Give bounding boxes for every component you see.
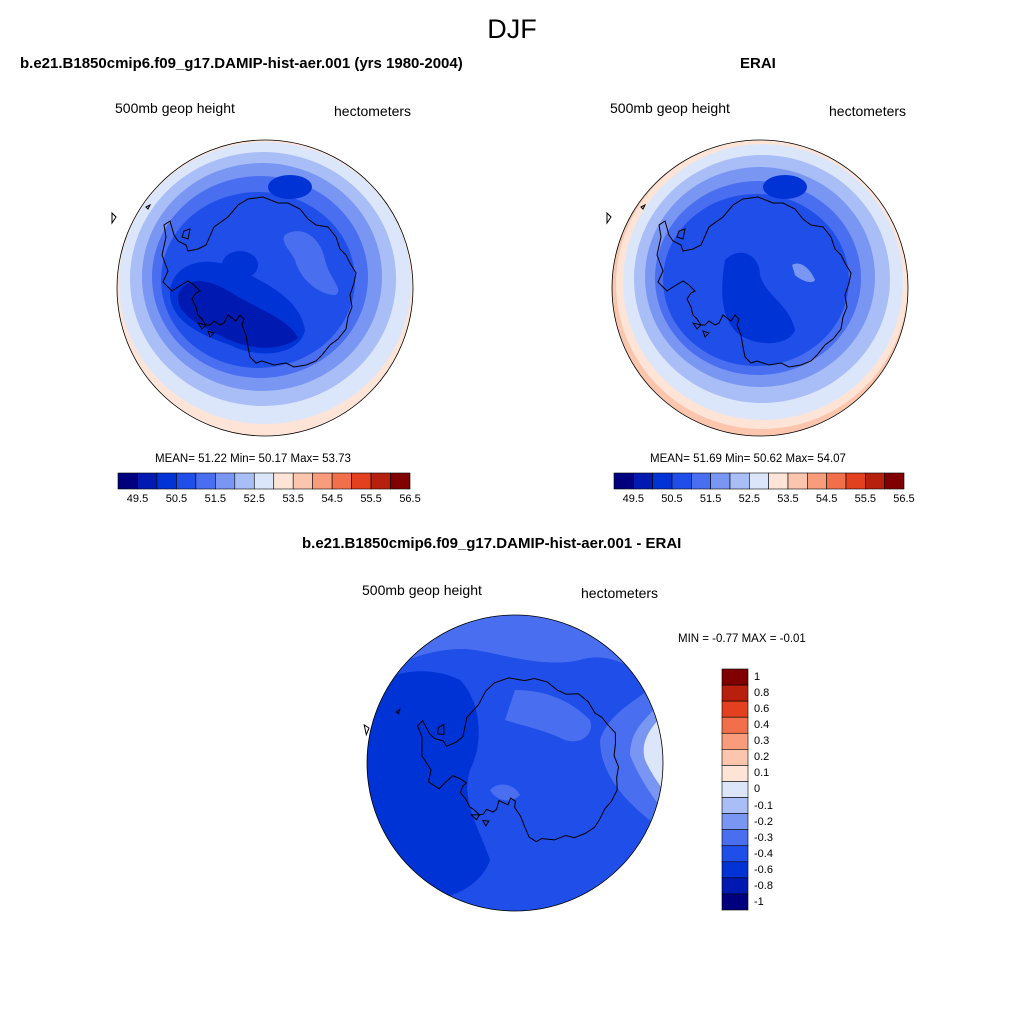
panel-3-colorbar-tick-label: -0.4 <box>754 847 773 860</box>
colorbar-swatch <box>390 472 411 490</box>
colorbar-swatch <box>884 472 905 490</box>
panel-2-colorbar-tick-label: 53.5 <box>777 493 799 505</box>
panel-2-colorbar-tick-label: 52.5 <box>738 493 760 505</box>
panel-2-colorbar-tick-label: 56.5 <box>893 493 915 505</box>
panel-2-title: ERAI <box>740 55 776 72</box>
panel-2-units: hectometers <box>829 103 907 119</box>
colorbar-swatch <box>721 845 749 863</box>
colorbar-swatch <box>117 472 138 490</box>
colorbar-swatch <box>826 472 847 490</box>
panel-1-colorbar-tick-label: 52.5 <box>243 493 265 505</box>
colorbar-swatch <box>652 472 673 490</box>
panel-1-title: b.e21.B1850cmip6.f09_g17.DAMIP-hist-aer.… <box>20 55 463 72</box>
panel-2-map <box>606 139 909 437</box>
panel-3-variable: 500mb geop height <box>362 582 482 598</box>
colorbar-swatch <box>721 684 749 702</box>
colorbar-swatch <box>721 893 749 911</box>
colorbar-swatch <box>234 472 255 490</box>
panel-3-colorbar-tick-label: 0.3 <box>754 735 770 748</box>
colorbar-swatch <box>721 781 749 798</box>
panel-3-colorbar-tick-label: -0.3 <box>754 831 773 844</box>
panel-3-colorbar-tick-label: 0 <box>754 783 761 796</box>
panel-1-map <box>111 139 414 437</box>
panel-3-colorbar <box>721 668 749 911</box>
panel-3-colorbar-tick-label: -1 <box>754 895 764 908</box>
panel-3-colorbar-tick-label: -0.6 <box>754 863 773 876</box>
panel-2-colorbar-tick-label: 51.5 <box>699 493 722 505</box>
panel-1-colorbar-tick-label: 49.5 <box>126 493 149 505</box>
colorbar-swatch <box>253 472 275 490</box>
panel-2-colorbar-tick-label: 54.5 <box>815 493 838 505</box>
colorbar-swatch <box>613 472 634 490</box>
colorbar-swatch <box>865 472 885 490</box>
panel-1-colorbar-tick-label: 51.5 <box>204 493 227 505</box>
panel-3-colorbar-tick-label: 0.4 <box>754 719 770 732</box>
colorbar-swatch <box>721 749 749 766</box>
panel-1-stats: MEAN= 51.22 Min= 50.17 Max= 53.73 <box>155 453 351 465</box>
colorbar-swatch <box>710 472 731 490</box>
colorbar-swatch <box>721 732 749 750</box>
panel-2-colorbar-tick-label: 55.5 <box>854 493 876 505</box>
colorbar-swatch <box>137 472 158 490</box>
panel-1-colorbar-tick-label: 50.5 <box>165 493 188 505</box>
panel-3-colorbar-tick-label: 0.8 <box>754 687 770 700</box>
panel-2-variable: 500mb geop height <box>610 100 730 116</box>
panel-1-colorbar-tick-label: 56.5 <box>399 493 421 505</box>
colorbar-swatch <box>312 472 333 490</box>
panel-3-stats: MIN = -0.77 MAX = -0.01 <box>678 633 806 645</box>
panel-2-colorbar <box>613 472 905 490</box>
colorbar-swatch <box>721 861 749 879</box>
panel-3-colorbar-tick-label: 0.6 <box>754 703 770 716</box>
colorbar-swatch <box>691 472 711 490</box>
colorbar-swatch <box>633 472 653 490</box>
colorbar-swatch <box>845 472 866 490</box>
colorbar-swatch <box>370 472 391 490</box>
colorbar-swatch <box>768 472 789 490</box>
colorbar-swatch <box>721 813 749 830</box>
colorbar-swatch <box>273 472 294 490</box>
colorbar-swatch <box>721 829 749 847</box>
colorbar-swatch <box>787 472 808 490</box>
colorbar-swatch <box>807 472 827 490</box>
panel-3-colorbar-tick-label: -0.1 <box>754 799 773 812</box>
panel-3-colorbar-tick-label: 0.2 <box>754 751 770 764</box>
colorbar-swatch <box>351 472 372 490</box>
panel-3-map <box>360 614 664 912</box>
panel-1-colorbar-tick-label: 55.5 <box>360 493 382 505</box>
panel-2-colorbar-tick-label: 49.5 <box>622 493 644 505</box>
panel-3-colorbar-tick-label: -0.8 <box>754 879 773 892</box>
panel-1-colorbar-tick-label: 54.5 <box>321 493 343 505</box>
colorbar-swatch <box>671 472 692 490</box>
colorbar-swatch <box>721 668 749 686</box>
colorbar-swatch <box>721 700 749 718</box>
panel-2-colorbar-tick-label: 50.5 <box>661 493 683 505</box>
colorbar-swatch <box>195 472 216 490</box>
colorbar-swatch <box>729 472 750 490</box>
panel-1-colorbar-tick-label: 53.5 <box>282 493 304 505</box>
colorbar-swatch <box>331 472 352 490</box>
figure-title: DJF <box>487 14 537 44</box>
panel-2-stats: MEAN= 51.69 Min= 50.62 Max= 54.07 <box>650 453 846 465</box>
panel-3-colorbar-tick-label: -0.2 <box>754 815 773 828</box>
panel-3-colorbar-tick-label: 1 <box>754 671 761 683</box>
colorbar-swatch <box>721 877 749 895</box>
panel-3-units: hectometers <box>581 585 659 601</box>
panel-3-title: b.e21.B1850cmip6.f09_g17.DAMIP-hist-aer.… <box>302 535 682 552</box>
colorbar-swatch <box>721 797 749 814</box>
panel-1-units: hectometers <box>334 103 412 119</box>
colorbar-swatch <box>215 472 236 490</box>
panel-3-colorbar-tick-label: 0.1 <box>754 767 770 780</box>
colorbar-swatch <box>721 716 749 734</box>
panel-1-colorbar <box>117 472 411 490</box>
colorbar-swatch <box>176 472 197 490</box>
colorbar-swatch <box>156 472 177 490</box>
colorbar-swatch <box>292 472 313 490</box>
colorbar-swatch <box>749 472 769 490</box>
panel-1-variable: 500mb geop height <box>115 100 235 116</box>
colorbar-swatch <box>721 765 749 782</box>
